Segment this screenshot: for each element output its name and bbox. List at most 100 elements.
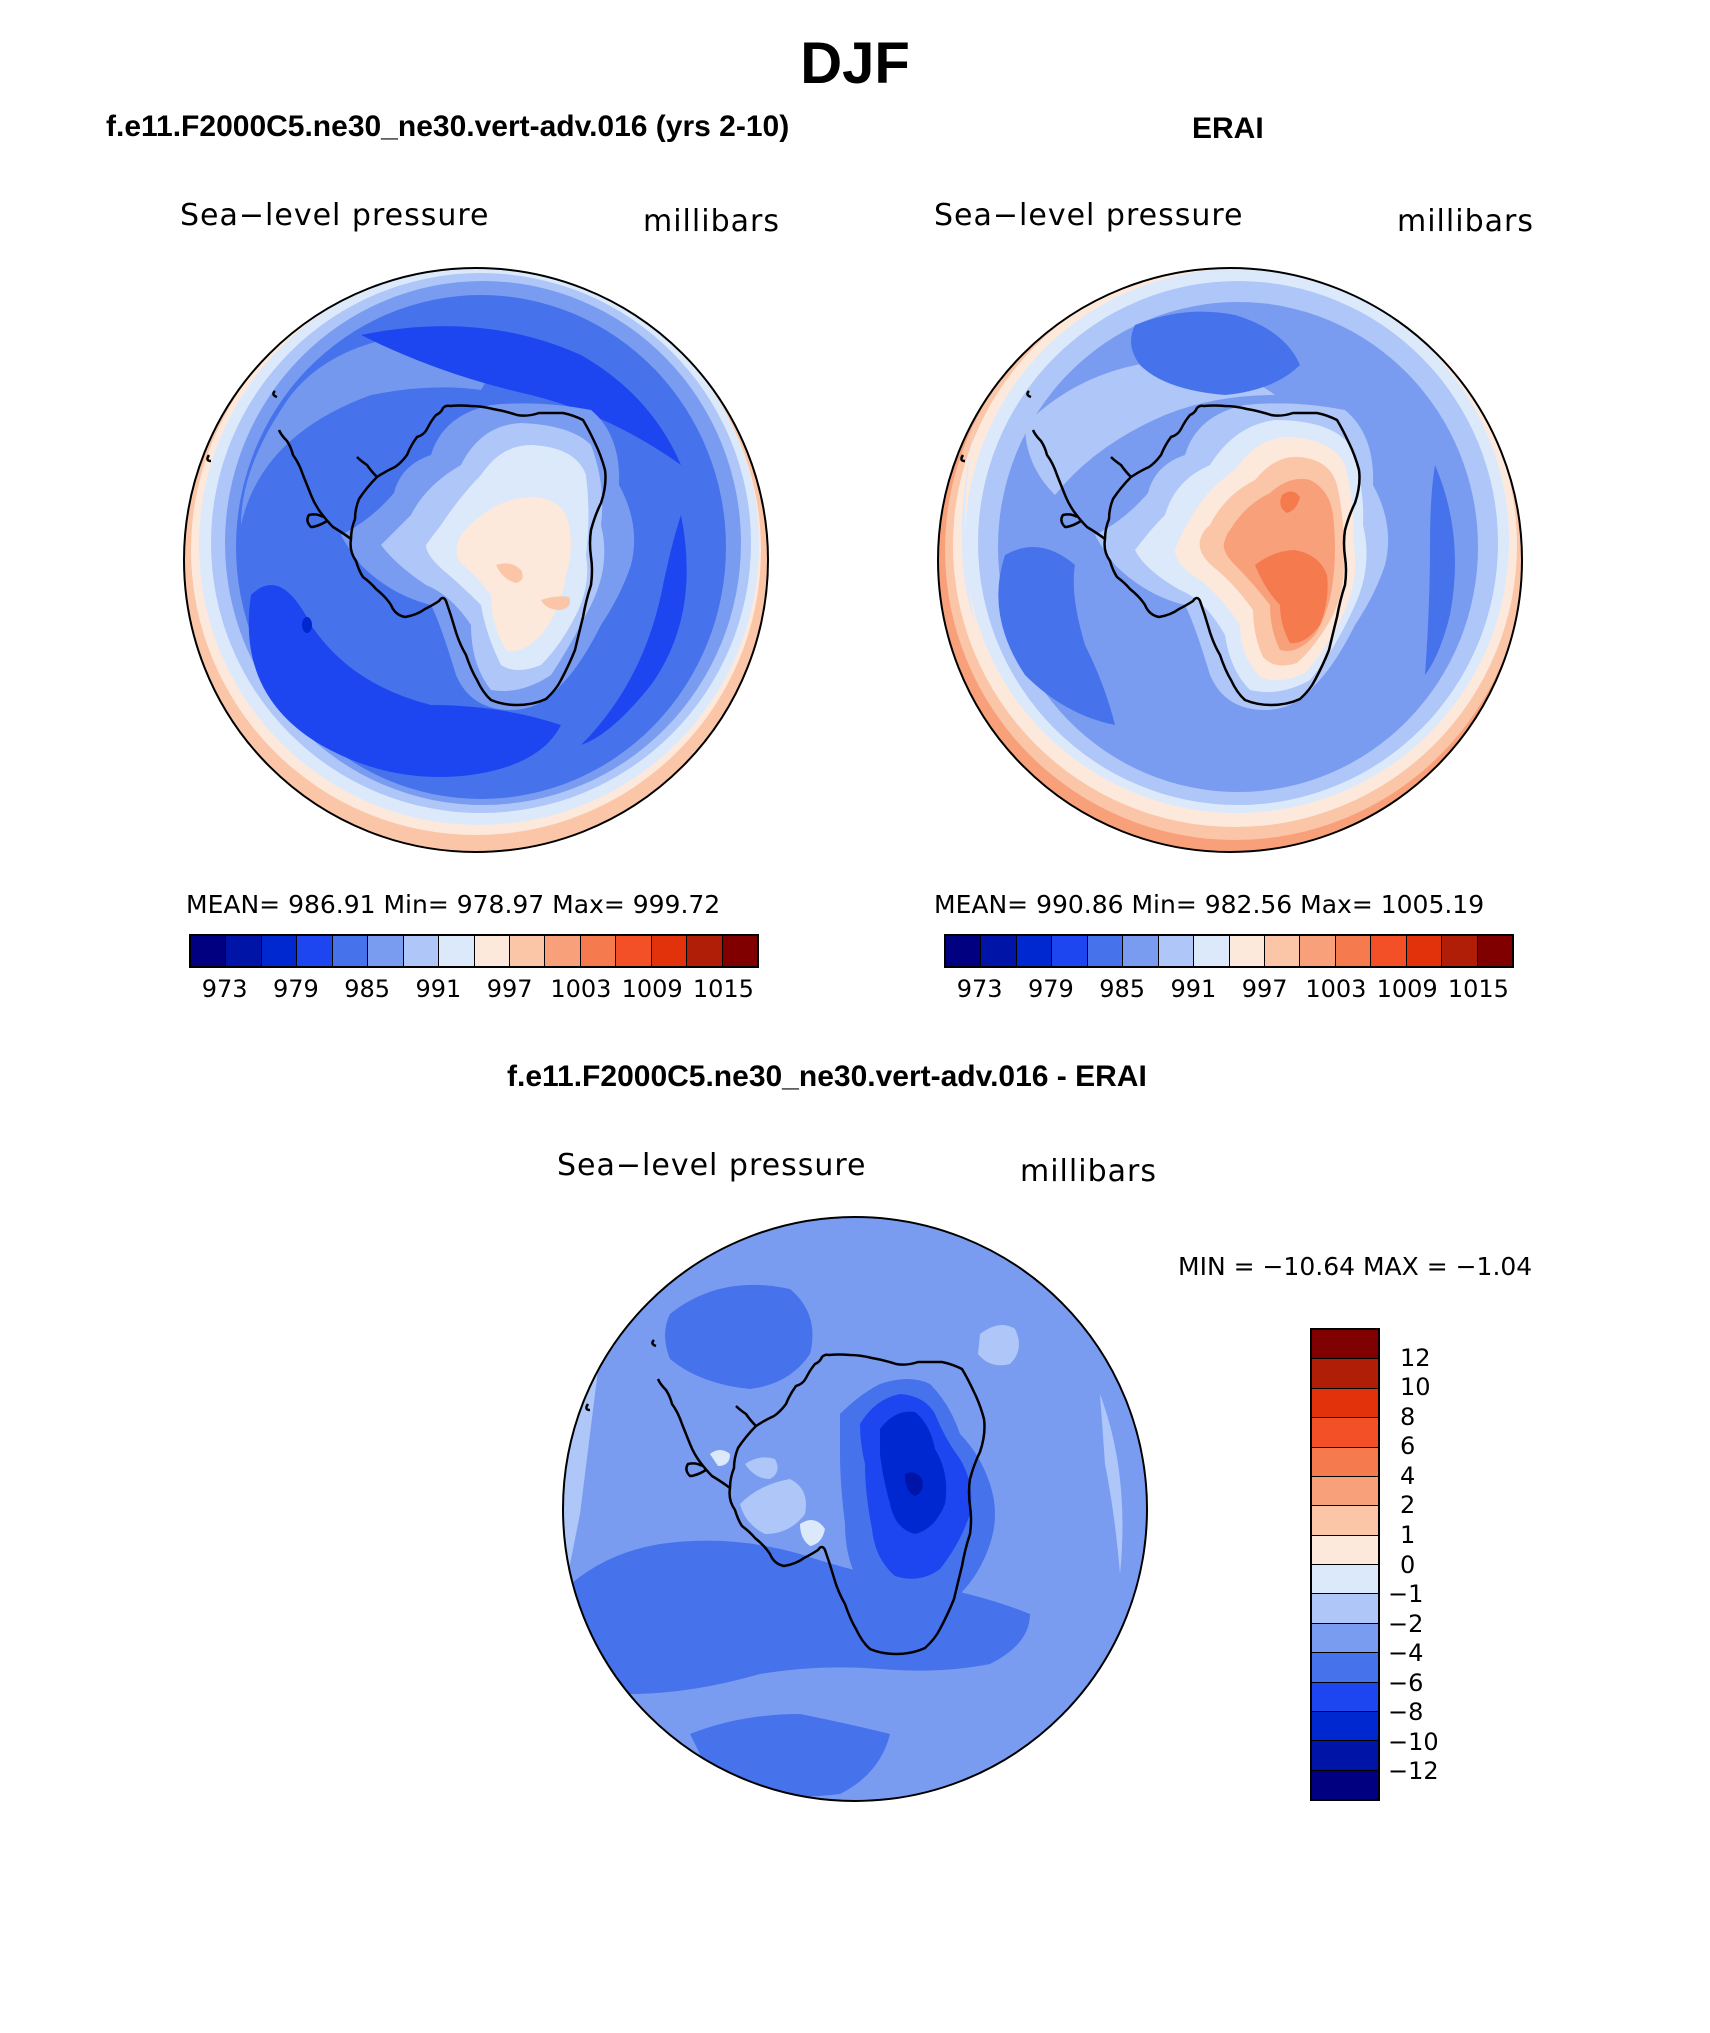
colorbar-swatch — [1312, 1623, 1378, 1654]
colorbar-tick-label: 973 — [201, 975, 248, 1003]
colorbar-swatch — [946, 936, 982, 966]
colorbar-swatch — [1052, 936, 1088, 966]
colorbar-swatch — [509, 936, 546, 966]
model-stats: MEAN= 986.91 Min= 978.97 Max= 999.72 — [186, 890, 721, 919]
colorbar-tick-label: −10 — [1388, 1727, 1439, 1756]
diff-colorbar — [1310, 1328, 1380, 1801]
colorbar-tick-label: −6 — [1388, 1668, 1424, 1697]
colorbar-tick-label: −12 — [1388, 1757, 1439, 1786]
obs-map — [937, 267, 1523, 853]
colorbar-swatch — [403, 936, 440, 966]
colorbar-swatch — [1312, 1741, 1378, 1771]
model-colorbar — [189, 934, 759, 968]
colorbar-tick-label: 997 — [486, 975, 533, 1003]
diff-units-label: millibars — [1020, 1154, 1157, 1189]
colorbar-swatch — [1312, 1594, 1378, 1624]
obs-field-label: Sea−level pressure — [934, 198, 1244, 233]
figure-title: DJF — [800, 31, 910, 96]
colorbar-swatch — [722, 936, 757, 966]
colorbar-tick-label: 979 — [1027, 975, 1074, 1003]
colorbar-swatch — [1335, 936, 1372, 966]
colorbar-tick-label: 10 — [1400, 1373, 1431, 1402]
colorbar-tick-label: 973 — [956, 975, 1003, 1003]
colorbar-tick-label: 985 — [1099, 975, 1146, 1003]
model-units-label: millibars — [643, 204, 780, 239]
colorbar-swatch — [1312, 1330, 1378, 1360]
model-colorbar-ticks: 973 979 985 991 997 1003 1009 1015 — [189, 975, 759, 1005]
colorbar-tick-label: 0 — [1400, 1550, 1416, 1579]
model-panel-title: f.e11.F2000C5.ne30_ne30.vert-adv.016 (yr… — [106, 110, 790, 143]
colorbar-swatch — [1312, 1711, 1378, 1742]
colorbar-swatch — [191, 936, 227, 966]
colorbar-swatch — [1312, 1770, 1378, 1799]
colorbar-swatch — [1371, 936, 1407, 966]
colorbar-tick-label: 991 — [415, 975, 462, 1003]
colorbar-tick-label: −4 — [1388, 1639, 1424, 1668]
colorbar-tick-label: 1009 — [1376, 975, 1438, 1003]
colorbar-swatch — [1300, 936, 1336, 966]
colorbar-tick-label: 12 — [1400, 1343, 1431, 1372]
diff-field-label: Sea−level pressure — [557, 1148, 867, 1183]
obs-colorbar-ticks: 973 979 985 991 997 1003 1009 1015 — [944, 975, 1514, 1005]
colorbar-tick-label: 2 — [1400, 1491, 1416, 1520]
colorbar-tick-label: 985 — [344, 975, 391, 1003]
diff-map — [562, 1216, 1148, 1802]
colorbar-swatch — [1016, 936, 1053, 966]
obs-colorbar — [944, 934, 1514, 968]
colorbar-swatch — [1312, 1506, 1378, 1536]
colorbar-swatch — [580, 936, 617, 966]
colorbar-tick-label: 1003 — [550, 975, 612, 1003]
colorbar-swatch — [545, 936, 581, 966]
colorbar-swatch — [1312, 1653, 1378, 1683]
colorbar-swatch — [1312, 1388, 1378, 1419]
colorbar-swatch — [1312, 1535, 1378, 1565]
colorbar-swatch — [651, 936, 688, 966]
colorbar-tick-label: 1003 — [1305, 975, 1367, 1003]
colorbar-swatch — [616, 936, 652, 966]
obs-stats: MEAN= 990.86 Min= 982.56 Max= 1005.19 — [934, 890, 1485, 919]
colorbar-swatch — [1264, 936, 1301, 966]
colorbar-tick-label: 991 — [1170, 975, 1217, 1003]
colorbar-swatch — [474, 936, 510, 966]
colorbar-tick-label: −1 — [1388, 1580, 1424, 1609]
colorbar-tick-label: −8 — [1388, 1698, 1424, 1727]
colorbar-swatch — [1158, 936, 1195, 966]
colorbar-swatch — [1194, 936, 1230, 966]
diff-stats: MIN = −10.64 MAX = −1.04 — [1178, 1252, 1533, 1281]
colorbar-swatch — [439, 936, 475, 966]
diff-colorbar-ticks: 12 10 8 6 4 2 1 0 −1 −2 −4 −6 −8 −10 −12 — [1388, 1328, 1468, 1801]
colorbar-swatch — [1087, 936, 1124, 966]
colorbar-swatch — [332, 936, 369, 966]
colorbar-tick-label: 1015 — [692, 975, 754, 1003]
colorbar-swatch — [261, 936, 298, 966]
colorbar-swatch — [1406, 936, 1443, 966]
colorbar-tick-label: 997 — [1241, 975, 1288, 1003]
colorbar-swatch — [1312, 1565, 1378, 1595]
colorbar-swatch — [1312, 1359, 1378, 1389]
colorbar-swatch — [297, 936, 333, 966]
colorbar-tick-label: 1009 — [621, 975, 683, 1003]
colorbar-swatch — [226, 936, 262, 966]
colorbar-swatch — [368, 936, 404, 966]
colorbar-swatch — [1229, 936, 1265, 966]
colorbar-swatch — [1477, 936, 1512, 966]
colorbar-swatch — [1312, 1476, 1378, 1507]
colorbar-tick-label: 4 — [1400, 1461, 1416, 1490]
colorbar-tick-label: 1015 — [1447, 975, 1509, 1003]
colorbar-tick-label: 6 — [1400, 1432, 1416, 1461]
colorbar-swatch — [981, 936, 1017, 966]
colorbar-tick-label: −2 — [1388, 1609, 1424, 1638]
colorbar-swatch — [1312, 1682, 1378, 1712]
colorbar-tick-label: 979 — [272, 975, 319, 1003]
colorbar-swatch — [1312, 1418, 1378, 1448]
colorbar-swatch — [1442, 936, 1478, 966]
diff-panel-title: f.e11.F2000C5.ne30_ne30.vert-adv.016 - E… — [507, 1060, 1147, 1093]
obs-units-label: millibars — [1397, 204, 1534, 239]
colorbar-swatch — [1123, 936, 1159, 966]
model-field-label: Sea−level pressure — [180, 198, 490, 233]
obs-panel-title: ERAI — [1192, 112, 1264, 145]
colorbar-swatch — [687, 936, 723, 966]
colorbar-tick-label: 8 — [1400, 1402, 1416, 1431]
colorbar-swatch — [1312, 1447, 1378, 1477]
colorbar-tick-label: 1 — [1400, 1520, 1416, 1549]
